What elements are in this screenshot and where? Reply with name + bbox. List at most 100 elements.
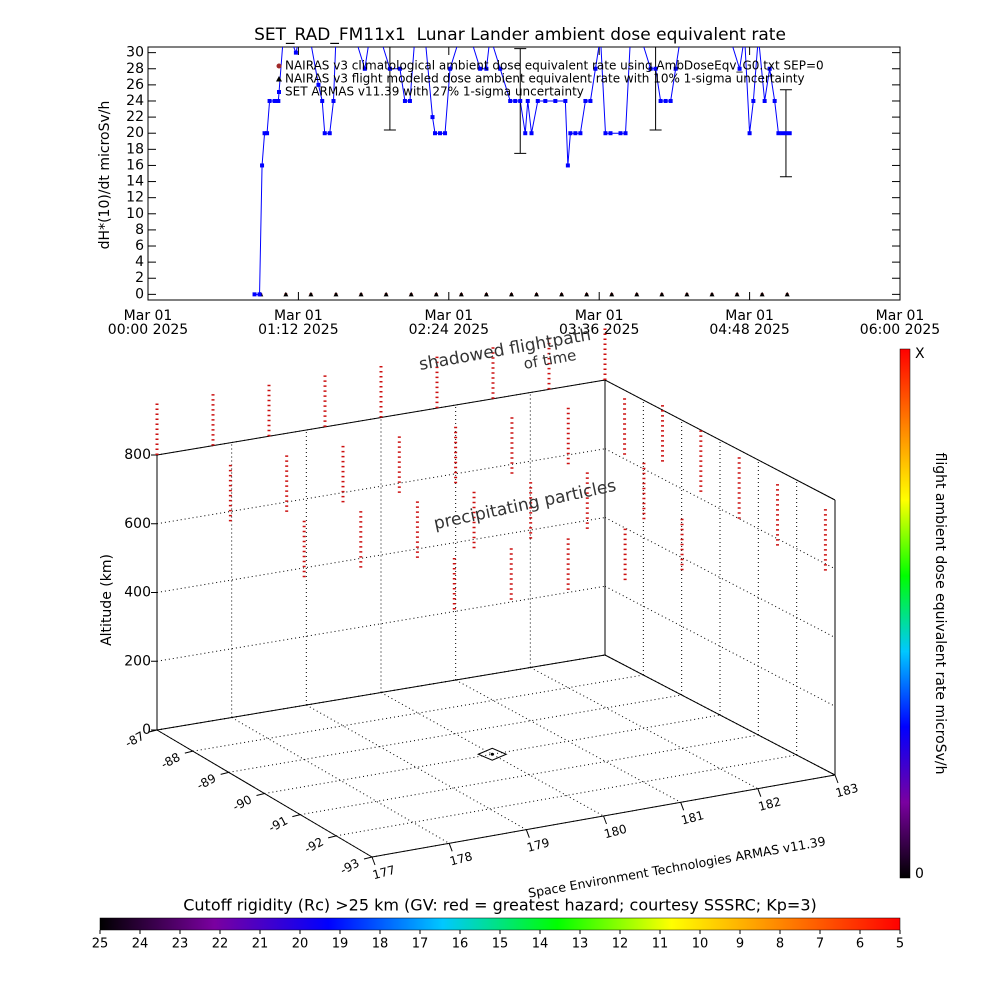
data-point (784, 291, 790, 297)
data-point (308, 291, 314, 297)
data-point (293, 50, 298, 55)
data-point (523, 131, 528, 136)
lon-tick-label: 178 (448, 849, 474, 868)
plot-frame (147, 46, 901, 301)
data-point (563, 98, 568, 103)
data-point (653, 66, 658, 71)
data-point (772, 98, 777, 103)
grid-line (604, 448, 836, 570)
data-point (759, 291, 765, 297)
data-point (362, 66, 367, 71)
data-point (525, 98, 530, 103)
data-point (762, 98, 767, 103)
data-point (316, 82, 321, 87)
flight-point (476, 747, 508, 761)
lon-tick (448, 843, 453, 852)
data-point (518, 98, 523, 103)
data-point (751, 98, 756, 103)
data-point (535, 98, 540, 103)
y-tick-label: 22 (126, 109, 144, 125)
colorbar-tick-label: 23 (172, 937, 189, 952)
data-point (478, 66, 483, 71)
y-tick-label: 8 (135, 222, 144, 238)
legend-label: SET ARMAS v11.39 with 27% 1-sigma uncert… (285, 85, 584, 99)
colorbar (99, 917, 901, 931)
y-tick-label: 2 (135, 270, 144, 286)
y-tick-label: 26 (126, 77, 144, 93)
data-point (267, 98, 272, 103)
data-point (513, 98, 518, 103)
data-point (333, 291, 339, 297)
colorbar-tick-label: 22 (212, 937, 229, 952)
data-point (265, 131, 270, 136)
legend-symbol (276, 63, 282, 69)
data-point (257, 292, 262, 297)
data-point (534, 291, 540, 297)
y-tick-label: 20 (126, 125, 144, 141)
data-point (508, 98, 513, 103)
lat-tick (328, 835, 337, 839)
y-tick-label: 12 (126, 190, 144, 206)
z-tick-label: 400 (124, 585, 151, 601)
grid-line (455, 679, 681, 803)
data-point (283, 291, 289, 297)
data-point (397, 66, 402, 71)
x-tick-date: Mar 01 (124, 308, 173, 324)
y-tick-label: 6 (135, 238, 144, 254)
y-tick-label: 10 (126, 206, 144, 222)
data-point (408, 291, 414, 297)
data-point (565, 163, 570, 168)
data-point (648, 66, 653, 71)
colorbar-tick-label: 5 (896, 937, 904, 952)
data-point (483, 291, 489, 297)
data-point (787, 131, 792, 136)
data-point (272, 98, 277, 103)
data-point (331, 98, 336, 103)
data-point (260, 163, 265, 168)
data-point (327, 131, 332, 136)
y-tick-label: 0 (135, 286, 144, 302)
grid-line (604, 517, 836, 638)
data-point (737, 66, 742, 71)
data-point (663, 98, 668, 103)
chart-title: SET_RAD_FM11x1 Lunar Lander ambient dose… (254, 25, 786, 45)
x-tick-date: Mar 01 (575, 308, 624, 324)
lat-tick (256, 793, 265, 796)
data-point (484, 66, 489, 71)
legend-label: NAIRAS v3 climatological ambient dose eq… (285, 59, 824, 73)
colorbar-tick-label: 12 (612, 937, 629, 952)
data-point (383, 291, 389, 297)
lon-tick (757, 788, 762, 797)
colorbar-tick-label: 18 (372, 937, 389, 952)
grid-line (380, 692, 604, 817)
y-tick-label: 4 (135, 254, 144, 270)
x-tick-label: 01:12 2025 (258, 322, 338, 338)
colorbar-tick-label: 17 (412, 937, 429, 952)
grid-line (192, 674, 644, 752)
data-point (573, 131, 578, 136)
lon-tick-label: 182 (757, 794, 783, 813)
grid-line (300, 734, 759, 816)
data-point (498, 66, 503, 71)
colorbar-tick-label: 25 (92, 937, 109, 952)
data-point (276, 98, 281, 103)
colorbar-tick-label: 13 (572, 937, 589, 952)
data-point (659, 291, 665, 297)
colorbar-tick-label: 24 (132, 937, 149, 952)
colorbar-tick-label: 10 (692, 937, 709, 952)
y-tick-label: 14 (126, 174, 144, 190)
data-point (780, 131, 785, 136)
colorbar-end-label: X (915, 346, 925, 362)
colorbar (899, 348, 911, 879)
lat-tick (292, 814, 301, 818)
colorbar-tick-label: 9 (736, 937, 744, 952)
lon-tick-label: 177 (371, 863, 397, 882)
z-axis-label: Altitude (km) (99, 554, 115, 646)
lon-tick (603, 815, 607, 825)
grid-line (604, 585, 836, 707)
data-point (262, 131, 267, 136)
box-edge (604, 654, 836, 776)
plot-area (252, 47, 792, 297)
box-edge (604, 379, 836, 501)
lon-tick-label: 181 (680, 808, 706, 827)
